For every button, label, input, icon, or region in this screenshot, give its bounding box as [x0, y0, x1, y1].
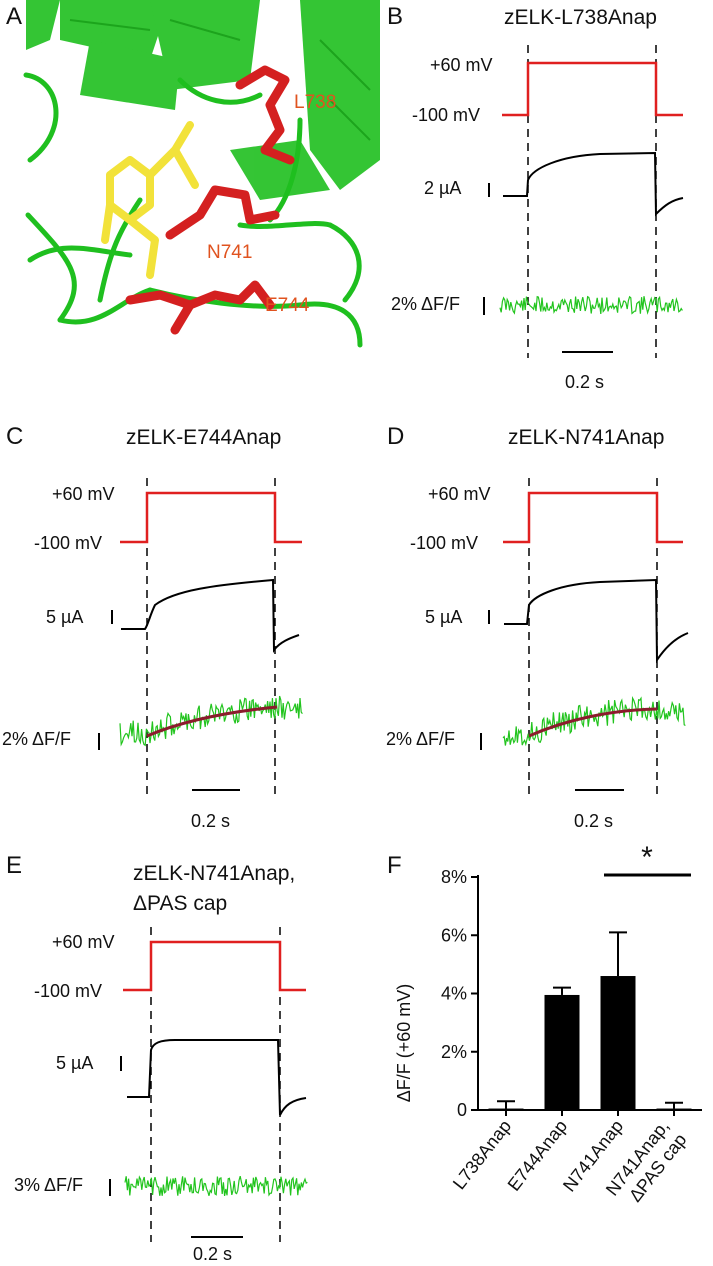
chart-y-tick-label: 2%: [441, 1042, 467, 1062]
chart-bar: [600, 976, 636, 1110]
panel-b-letter: B: [387, 3, 403, 30]
panel-b-voltage-high-label: +60 mV: [430, 55, 493, 75]
residue-label-e744: E744: [265, 295, 310, 316]
panel-f-letter: F: [387, 852, 402, 879]
panel-d-title: zELK-N741Anap: [508, 426, 664, 449]
panel-e-current-scale-label: 5 µA: [56, 1053, 93, 1073]
significance-star: *: [641, 841, 653, 874]
panel-b-voltage-trace: [502, 61, 683, 117]
panel-f: F ΔF/F (+60 mV) 02%4%6%8%L738AnapE744Ana…: [387, 841, 702, 1206]
panel-b: B zELK-L738Anap +60 mV -100 mV 2 µA 2% Δ…: [387, 3, 684, 392]
chart-y-axis-label: ΔF/F (+60 mV): [394, 984, 414, 1103]
panel-c-voltage-low-label: -100 mV: [34, 533, 102, 553]
panel-c-voltage-trace: [120, 491, 302, 544]
panel-d: D zELK-N741Anap +60 mV -100 mV 5 µA 2% Δ…: [386, 423, 689, 831]
panel-d-voltage-trace: [503, 491, 683, 544]
panel-c-title: zELK-E744Anap: [126, 426, 281, 449]
panel-e-letter: E: [6, 852, 22, 879]
panel-e-fluor-scale-label: 3% ΔF/F: [14, 1175, 83, 1195]
panel-c-fluorescence-trace: [119, 695, 303, 747]
panel-b-current-scale-label: 2 µA: [424, 178, 461, 198]
panel-d-letter: D: [387, 423, 404, 450]
residue-label-l738: L738: [294, 92, 336, 113]
panel-c-letter: C: [6, 423, 23, 450]
panel-c-time-scale-label: 0.2 s: [191, 811, 230, 831]
panel-e-title-line1: zELK-N741Anap,: [133, 862, 295, 885]
chart-bar: [656, 1108, 692, 1111]
panel-c-current-scale-label: 5 µA: [46, 607, 83, 627]
panel-e-voltage-trace: [123, 940, 306, 992]
panel-e-time-scale-label: 0.2 s: [193, 1244, 232, 1264]
panel-b-current-trace: [503, 151, 684, 217]
panel-d-fluorescence-trace: [502, 696, 686, 747]
panel-b-fluorescence-trace: [499, 295, 683, 315]
panel-d-current-trace: [504, 578, 689, 664]
panel-c-current-trace: [121, 578, 300, 653]
bar-chart: 02%4%6%8%L738AnapE744AnapN741AnapN741Ana…: [441, 867, 702, 1206]
panel-e-title-line2: ΔPAS cap: [133, 892, 227, 915]
panel-d-fit-curve: [528, 707, 658, 738]
panel-c-fit-curve: [146, 705, 278, 738]
panel-d-fluor-scale-label: 2% ΔF/F: [386, 729, 455, 749]
panel-d-current-scale-label: 5 µA: [425, 607, 462, 627]
panel-b-fluor-scale-label: 2% ΔF/F: [391, 294, 460, 314]
panel-d-voltage-low-label: -100 mV: [410, 533, 478, 553]
panel-c-fluor-scale-label: 2% ΔF/F: [2, 729, 71, 749]
chart-y-tick-label: 8%: [441, 867, 467, 887]
panel-b-voltage-low-label: -100 mV: [412, 105, 480, 125]
panel-c-voltage-high-label: +60 mV: [52, 484, 115, 504]
residue-label-n741: N741: [207, 242, 252, 263]
panel-e-voltage-low-label: -100 mV: [34, 981, 102, 1001]
chart-y-tick-label: 0: [457, 1100, 467, 1120]
chart-y-tick-label: 6%: [441, 925, 467, 945]
panel-e: E zELK-N741Anap, ΔPAS cap +60 mV -100 mV…: [6, 852, 308, 1264]
panel-d-time-scale-label: 0.2 s: [574, 811, 613, 831]
panel-e-current-trace: [127, 1039, 307, 1116]
chart-bar: [488, 1108, 524, 1111]
panel-b-title: zELK-L738Anap: [504, 6, 657, 29]
chart-bar: [544, 994, 580, 1110]
panel-b-time-scale-label: 0.2 s: [565, 372, 604, 392]
panel-a-letter: A: [6, 3, 22, 30]
protein-structure: L738 N741 E744: [23, 0, 381, 348]
panel-e-fluorescence-trace: [124, 1175, 308, 1197]
panel-d-voltage-high-label: +60 mV: [428, 484, 491, 504]
panel-c: C zELK-E744Anap +60 mV -100 mV 5 µA 2% Δ…: [2, 423, 303, 831]
chart-y-tick-label: 4%: [441, 984, 467, 1004]
panel-e-voltage-high-label: +60 mV: [52, 932, 115, 952]
